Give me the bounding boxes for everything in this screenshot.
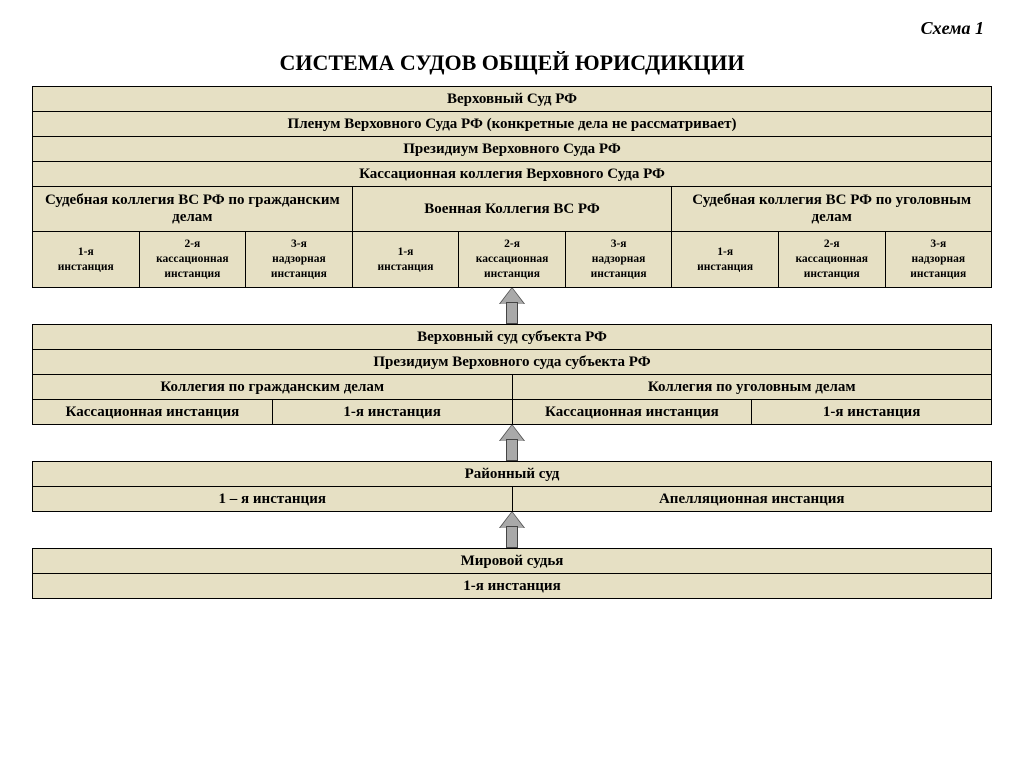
instance-3a: 3-янадзорнаяинстанция bbox=[245, 232, 352, 287]
subject-cass-2: Кассационная инстанция bbox=[512, 400, 752, 424]
instance-3b: 3-янадзорнаяинстанция bbox=[565, 232, 672, 287]
arrow-3 bbox=[32, 512, 992, 548]
instance-1b: 1-яинстанция bbox=[352, 232, 459, 287]
subject-1st-2: 1-я инстанция bbox=[751, 400, 991, 424]
arrow-1 bbox=[32, 288, 992, 324]
instance-1c: 1-яинстанция bbox=[671, 232, 778, 287]
instance-1a: 1-яинстанция bbox=[33, 232, 139, 287]
magistrate-1st: 1-я инстанция bbox=[33, 574, 991, 598]
instance-3c: 3-янадзорнаяинстанция bbox=[885, 232, 992, 287]
block-subject-court: Верховный суд субъекта РФ Президиум Верх… bbox=[32, 324, 992, 425]
subject-criminal: Коллегия по уголовным делам bbox=[512, 375, 992, 399]
block-district-court: Районный суд 1 – я инстанция Апелляционн… bbox=[32, 461, 992, 512]
block-magistrate: Мировой судья 1-я инстанция bbox=[32, 548, 992, 599]
instance-2c: 2-якассационнаяинстанция bbox=[778, 232, 885, 287]
district-appeal: Апелляционная инстанция bbox=[512, 487, 992, 511]
magistrate: Мировой судья bbox=[33, 549, 991, 573]
instance-2b: 2-якассационнаяинстанция bbox=[458, 232, 565, 287]
plenum: Пленум Верховного Суда РФ (конкретные де… bbox=[33, 112, 991, 136]
subject-presidium: Президиум Верховного суда субъекта РФ bbox=[33, 350, 991, 374]
instance-2a: 2-якассационнаяинстанция bbox=[139, 232, 246, 287]
civil-collegium: Судебная коллегия ВС РФ по гражданским д… bbox=[33, 187, 352, 231]
subject-civil: Коллегия по гражданским делам bbox=[33, 375, 512, 399]
page-title: СИСТЕМА СУДОВ ОБЩЕЙ ЮРИСДИКЦИИ bbox=[32, 50, 992, 76]
subject-cass-1: Кассационная инстанция bbox=[33, 400, 272, 424]
district-1st: 1 – я инстанция bbox=[33, 487, 512, 511]
subject-1st-1: 1-я инстанция bbox=[272, 400, 512, 424]
subject-supreme: Верховный суд субъекта РФ bbox=[33, 325, 991, 349]
presidium: Президиум Верховного Суда РФ bbox=[33, 137, 991, 161]
cassation-collegium: Кассационная коллегия Верховного Суда РФ bbox=[33, 162, 991, 186]
criminal-collegium: Судебная коллегия ВС РФ по уголовным дел… bbox=[671, 187, 991, 231]
district-court: Районный суд bbox=[33, 462, 991, 486]
block-supreme-court: Верховный Суд РФ Пленум Верховного Суда … bbox=[32, 86, 992, 288]
supreme-court: Верховный Суд РФ bbox=[33, 87, 991, 111]
arrow-2 bbox=[32, 425, 992, 461]
scheme-label: Схема 1 bbox=[921, 18, 984, 39]
military-collegium: Военная Коллегия ВС РФ bbox=[352, 187, 672, 231]
